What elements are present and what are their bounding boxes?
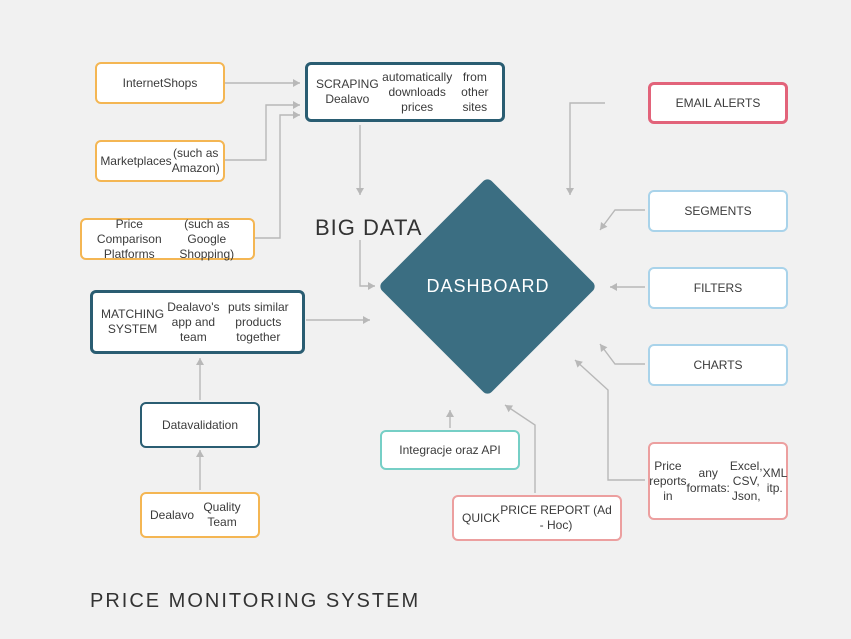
box-quality-team: DealavoQuality Team: [140, 492, 260, 538]
box-marketplaces: Marketplaces(such as Amazon): [95, 140, 225, 182]
dashboard-diamond: DASHBOARD: [378, 177, 597, 396]
box-charts: CHARTS: [648, 344, 788, 386]
box-data-validation: Datavalidation: [140, 402, 260, 448]
box-matching: MATCHING SYSTEMDealavo's app and teamput…: [90, 290, 305, 354]
marketplaces-to-scraping: [225, 105, 300, 160]
segments-to-dashboard: [600, 210, 645, 230]
box-internet-shops: InternetShops: [95, 62, 225, 104]
diagram-stage: DASHBOARD InternetShops Marketplaces(suc…: [0, 0, 851, 639]
pricePlatforms-to-scraping: [255, 115, 300, 238]
box-price-reports: Price reports inany formats:Excel, CSV, …: [648, 442, 788, 520]
dashboard-label: DASHBOARD: [426, 276, 549, 297]
box-integrations: Integracje oraz API: [380, 430, 520, 470]
box-price-platforms: Price Comparison Platforms(such as Googl…: [80, 218, 255, 260]
diagram-title: PRICE MONITORING SYSTEM: [90, 590, 420, 613]
big-data-label: BIG DATA: [315, 215, 422, 241]
box-segments: SEGMENTS: [648, 190, 788, 232]
box-scraping: SCRAPING Dealavoautomatically downloads …: [305, 62, 505, 122]
box-quick-report: QUICKPRICE REPORT (Ad - Hoc): [452, 495, 622, 541]
charts-to-dashboard: [600, 344, 645, 364]
box-email-alerts: EMAIL ALERTS: [648, 82, 788, 124]
bigdata-to-dashboard: [360, 240, 375, 286]
box-filters: FILTERS: [648, 267, 788, 309]
